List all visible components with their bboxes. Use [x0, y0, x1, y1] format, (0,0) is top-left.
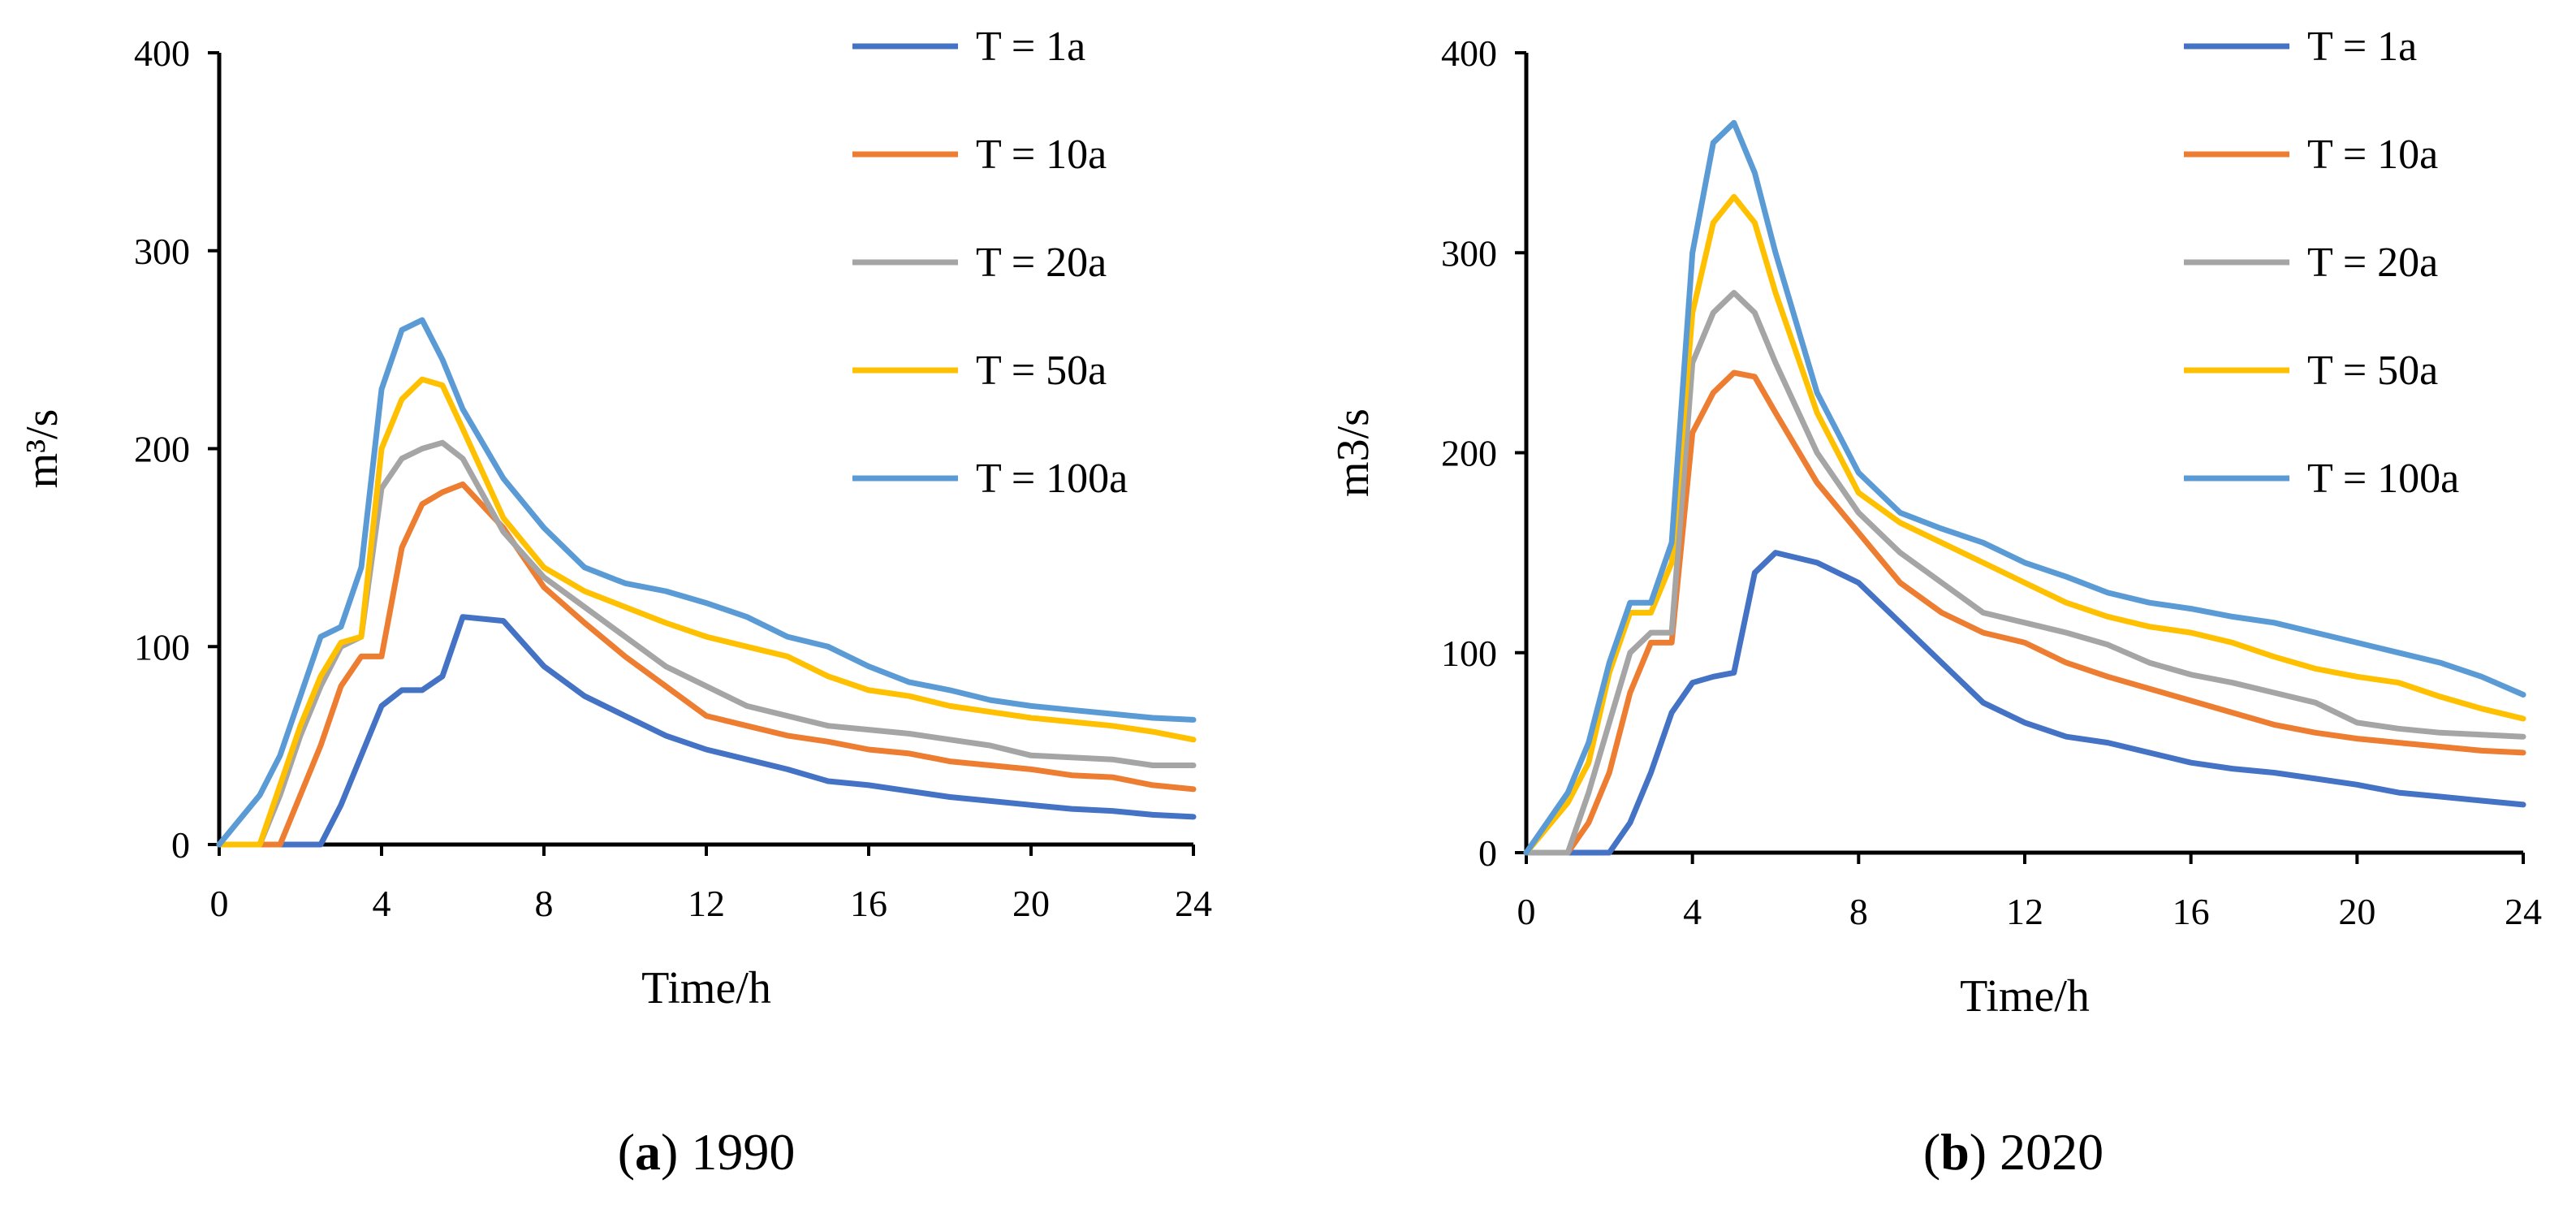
- x-tick-label: 4: [373, 883, 391, 924]
- legend-label: T = 100a: [2307, 456, 2459, 502]
- series-line-4: [216, 376, 1197, 848]
- series-line-4: [1523, 193, 2526, 856]
- panel-caption: (b) 2020: [1923, 1123, 2104, 1181]
- y-tick-label: 0: [1478, 832, 1497, 874]
- y-tick-label: 400: [134, 32, 190, 74]
- caption-letter: b: [1940, 1123, 1970, 1181]
- x-tick-label: 8: [1849, 891, 1868, 932]
- x-tick-label: 12: [688, 883, 725, 924]
- x-tick-label: 16: [2173, 891, 2210, 932]
- x-tick-label: 20: [2338, 891, 2375, 932]
- x-tick-label: 0: [210, 883, 229, 924]
- x-tick-label: 24: [1175, 883, 1212, 924]
- series-line-3: [216, 439, 1197, 848]
- legend-label: T = 100a: [976, 456, 1128, 502]
- y-tick-label: 0: [171, 824, 190, 866]
- x-tick-label: 16: [850, 883, 887, 924]
- series-line-1: [216, 614, 1197, 848]
- chart-panel-2: 0 100 200 300 400 0 4 8 12 16 20 24 m3/s Time/h T = 1a…: [1328, 24, 2542, 1181]
- legend-label: T = 50a: [2307, 348, 2438, 394]
- x-tick-label: 0: [1517, 891, 1536, 932]
- caption-text: 2020: [1987, 1123, 2104, 1181]
- x-tick-label: 20: [1012, 883, 1050, 924]
- series-line-5: [216, 317, 1197, 848]
- legend-label: T = 20a: [976, 240, 1107, 286]
- y-tick-label: 200: [134, 429, 190, 470]
- legend-label: T = 10a: [2307, 132, 2438, 178]
- y-axis-label: m³/s: [17, 409, 67, 489]
- x-tick-label: 4: [1683, 891, 1702, 932]
- y-axis-label: m3/s: [1328, 408, 1379, 497]
- legend-label: T = 10a: [976, 132, 1107, 178]
- caption-letter: a: [635, 1123, 661, 1181]
- y-tick-label: 200: [1441, 433, 1497, 474]
- y-tick-label: 300: [1441, 232, 1497, 274]
- series-line-3: [1523, 290, 2526, 856]
- chart-panel-1: 0 100 200 300 400 0 4 8 12 16 20 24 m³/s Time/h T = 1a…: [17, 24, 1212, 1181]
- x-axis-label: Time/h: [1960, 971, 2090, 1022]
- y-tick-label: 400: [1441, 32, 1497, 74]
- caption-text: 1990: [678, 1123, 795, 1181]
- x-tick-label: 8: [535, 883, 554, 924]
- legend-label: T = 1a: [2307, 24, 2417, 70]
- y-tick-label: 300: [134, 231, 190, 272]
- legend-label: T = 20a: [2307, 240, 2438, 286]
- y-tick-label: 100: [1441, 633, 1497, 674]
- x-axis-label: Time/h: [641, 963, 771, 1013]
- x-tick-label: 24: [2505, 891, 2542, 932]
- legend-label: T = 1a: [976, 24, 1085, 70]
- series-line-2: [1523, 369, 2526, 856]
- series-line-2: [216, 481, 1197, 848]
- series-line-1: [1523, 550, 2526, 856]
- panel-caption: (a) 1990: [618, 1123, 796, 1181]
- legend-label: T = 50a: [976, 348, 1107, 394]
- y-tick-label: 100: [134, 626, 190, 668]
- x-tick-label: 12: [2006, 891, 2043, 932]
- series-line-5: [1523, 119, 2526, 856]
